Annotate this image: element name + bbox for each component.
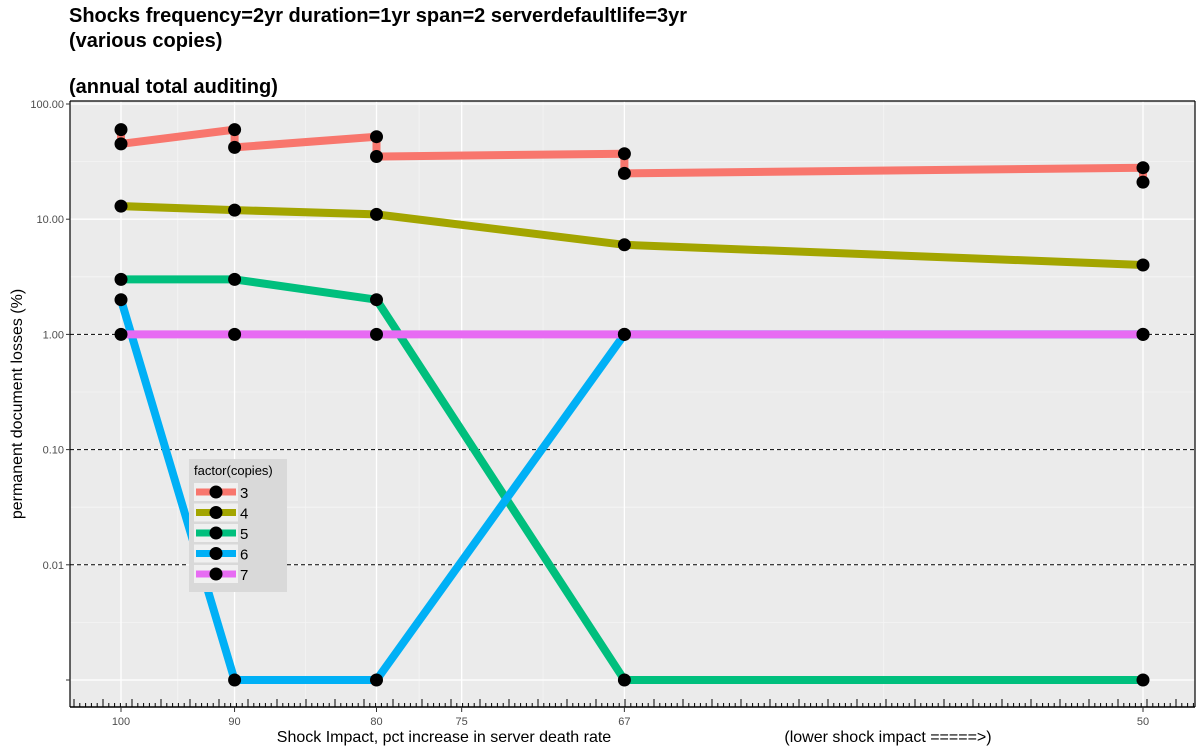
data-point-3 bbox=[617, 166, 631, 180]
data-point-3 bbox=[617, 147, 631, 161]
data-point-5 bbox=[114, 272, 128, 286]
data-point-7 bbox=[1136, 327, 1150, 341]
data-point-3 bbox=[1136, 175, 1150, 189]
chart-title-line-1: Shocks frequency=2yr duration=1yr span=2… bbox=[69, 5, 688, 27]
x-tick-label: 100 bbox=[112, 716, 130, 728]
legend-key-point-5 bbox=[209, 526, 223, 540]
y-tick-label: 1.00 bbox=[43, 329, 64, 341]
series-points bbox=[114, 123, 1150, 687]
data-point-3 bbox=[114, 137, 128, 151]
data-point-3 bbox=[114, 123, 128, 137]
y-tick-label: 0.01 bbox=[43, 560, 64, 572]
legend-label-4: 4 bbox=[240, 506, 248, 523]
data-point-3 bbox=[1136, 161, 1150, 175]
series-line-3 bbox=[117, 125, 1147, 183]
x-tick-label: 90 bbox=[228, 716, 240, 728]
y-tick-label: 100.00 bbox=[30, 99, 64, 111]
legend-label-5: 5 bbox=[240, 526, 248, 543]
x-tick-label: 67 bbox=[618, 716, 630, 728]
x-axis-title: Shock Impact, pct increase in server dea… bbox=[277, 729, 611, 746]
data-point-7 bbox=[114, 327, 128, 341]
data-point-3 bbox=[370, 130, 383, 144]
data-point-4 bbox=[228, 203, 242, 217]
plot-background bbox=[70, 101, 1195, 707]
legend-key-point-3 bbox=[209, 485, 223, 499]
data-point-4 bbox=[1136, 258, 1150, 272]
data-point-4 bbox=[370, 207, 383, 221]
chart-title-line-2: (various copies) bbox=[69, 30, 223, 52]
legend: factor(copies) 3 4 5 6 7 bbox=[189, 459, 287, 592]
legend-key-point-4 bbox=[209, 506, 223, 519]
data-point-4 bbox=[114, 199, 128, 213]
x-axis-note: (lower shock impact =====>) bbox=[784, 729, 991, 746]
x-tick-label: 50 bbox=[1137, 716, 1149, 728]
data-point-3 bbox=[228, 123, 242, 137]
chart-title-line-3: (annual total auditing) bbox=[69, 76, 278, 98]
data-point-5 bbox=[228, 272, 242, 286]
legend-key-point-7 bbox=[209, 567, 223, 581]
legend-label-3: 3 bbox=[240, 485, 248, 502]
x-tick-label: 80 bbox=[370, 716, 382, 728]
y-tick-label: 0.10 bbox=[43, 445, 64, 457]
data-point-6 bbox=[370, 673, 383, 687]
y-axis-title: permanent document losses (%) bbox=[9, 289, 26, 519]
legend-key-point-6 bbox=[209, 547, 223, 560]
data-point-3 bbox=[370, 150, 383, 163]
legend-label-6: 6 bbox=[240, 547, 248, 564]
data-point-7 bbox=[617, 327, 631, 341]
data-point-3 bbox=[228, 140, 242, 154]
legend-title: factor(copies) bbox=[194, 463, 273, 478]
data-point-7 bbox=[228, 327, 242, 341]
data-point-6 bbox=[228, 673, 242, 687]
y-tick-label: 10.00 bbox=[36, 214, 64, 226]
data-point-7 bbox=[370, 327, 383, 341]
legend-label-7: 7 bbox=[240, 567, 248, 584]
data-point-4 bbox=[617, 238, 631, 252]
data-point-5 bbox=[617, 673, 631, 687]
x-tick-label: 75 bbox=[456, 716, 468, 728]
data-point-6 bbox=[114, 293, 128, 307]
data-point-5 bbox=[370, 293, 383, 307]
legend-items: 3 4 5 6 7 bbox=[194, 483, 248, 584]
data-point-5 bbox=[1136, 673, 1150, 687]
